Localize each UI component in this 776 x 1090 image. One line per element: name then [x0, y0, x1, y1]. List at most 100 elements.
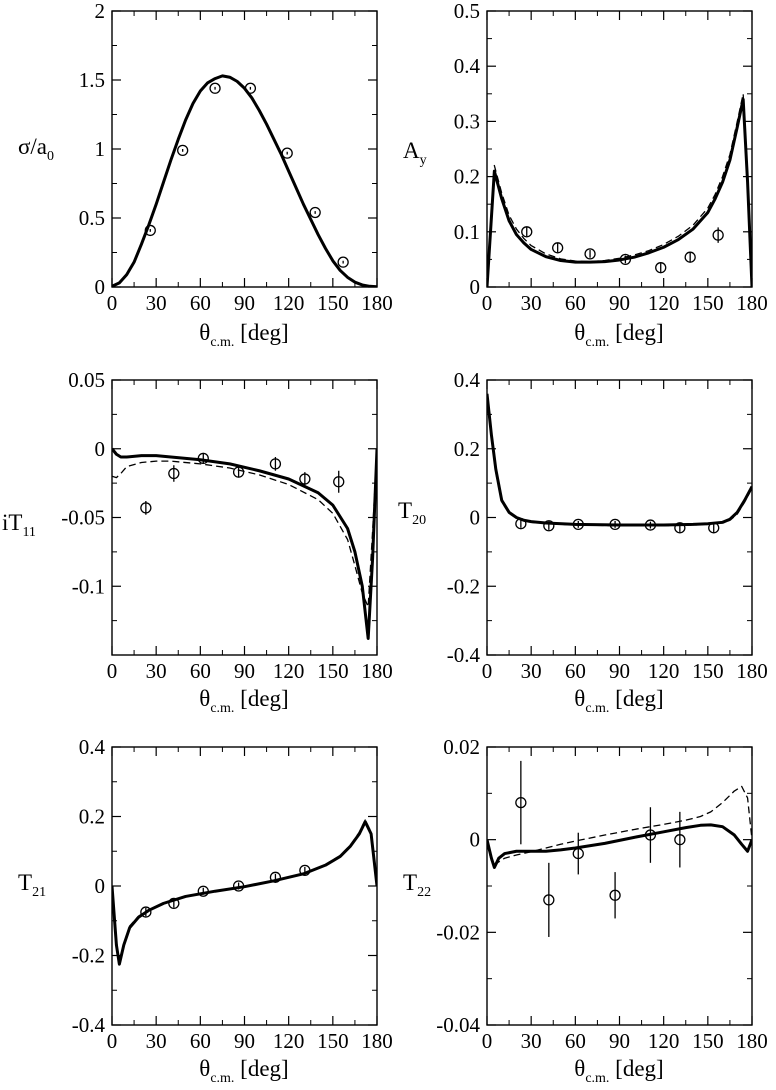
y-tick-label: 0 — [95, 275, 106, 299]
y-tick-label: 0.05 — [68, 368, 105, 392]
x-tick-label: 60 — [565, 659, 586, 683]
x-tick-label: 180 — [736, 291, 768, 315]
x-axis-label: θc.m. [deg] — [199, 686, 288, 716]
y-tick-label: 0.4 — [454, 54, 481, 78]
x-axis-label: θc.m. [deg] — [574, 686, 663, 716]
data-point — [177, 144, 189, 157]
x-tick-label: 60 — [565, 291, 586, 315]
data-point — [140, 502, 152, 514]
plot-area: 0 30 60 90 120 150 180 -0.4 -0.2 0 0.2 0.4 — [72, 735, 393, 1053]
y-axis-label: iT11 — [2, 510, 36, 540]
dashed-curve — [112, 819, 377, 962]
x-tick-label: 90 — [234, 1029, 255, 1053]
x-tick-label: 0 — [482, 1029, 493, 1053]
y-axis-label: Ay — [403, 138, 427, 168]
x-tick-label: 180 — [361, 1029, 393, 1053]
plot-frame — [111, 10, 378, 288]
data-point — [140, 906, 152, 918]
x-axis-label: θc.m. [deg] — [574, 1056, 663, 1086]
x-tick-label: 150 — [692, 659, 724, 683]
x-tick-label: 60 — [565, 1029, 586, 1053]
x-tick-label: 150 — [317, 291, 349, 315]
y-tick-label: 0 — [470, 828, 481, 852]
y-tick-label: -0.2 — [72, 944, 105, 968]
solid-curve — [487, 823, 752, 869]
y-tick-label: 0.4 — [79, 735, 106, 759]
data-point — [232, 466, 245, 478]
data-point — [584, 248, 596, 260]
data-point — [684, 251, 696, 263]
x-tick-label: 30 — [521, 1029, 542, 1053]
x-tick-label: 150 — [317, 1029, 349, 1053]
data-point — [309, 206, 321, 219]
solid-curve — [112, 447, 377, 640]
x-tick-label: 30 — [146, 659, 167, 683]
y-tick-label: 0.2 — [454, 165, 480, 189]
x-tick-label: 30 — [521, 659, 542, 683]
x-tick-label: 90 — [609, 291, 630, 315]
data-point — [521, 226, 533, 238]
x-tick-label: 150 — [692, 291, 724, 315]
data-point — [619, 253, 632, 266]
panel-t21: 0 30 60 90 120 150 180 -0.4 -0.2 0 0.2 0.4 T21 θc.m… — [18, 735, 393, 1086]
data-point — [712, 229, 724, 241]
data-point — [337, 256, 349, 268]
plot-area: 0 30 60 90 120 150 180 0 0.5 1 1.5 2 — [79, 0, 393, 315]
x-tick-label: 0 — [482, 291, 493, 315]
y-tick-label: 0 — [470, 506, 481, 530]
y-tick-label: -0.02 — [436, 920, 480, 944]
y-tick-label: 1 — [95, 137, 106, 161]
y-tick-label: 0 — [95, 437, 106, 461]
solid-curve — [112, 74, 377, 287]
y-tick-label: 0 — [95, 874, 106, 898]
x-tick-label: 90 — [609, 1029, 630, 1053]
plot-frame — [486, 746, 753, 1026]
x-axis-label: θc.m. [deg] — [199, 320, 288, 350]
data-point — [543, 894, 555, 906]
y-tick-label: 1.5 — [79, 68, 105, 92]
data-point — [515, 796, 527, 809]
data-point — [674, 834, 686, 846]
data-point — [609, 518, 621, 531]
panel-ay: 0 30 60 90 120 150 180 0 0.1 0.2 0.3 0.4 0.5 Ay θc.m… — [403, 0, 768, 350]
panel-t22: 0 30 60 90 120 150 180 -0.04 -0.02 0 0.02 T22 θc.m… — [403, 735, 768, 1086]
x-tick-label: 180 — [361, 659, 393, 683]
y-tick-label: -0.2 — [447, 574, 480, 598]
data-point — [168, 467, 180, 480]
data-point — [644, 829, 657, 841]
x-tick-label: 120 — [273, 1029, 305, 1053]
plot-area: 0 30 60 90 120 150 180 0 0.1 0.2 0.3 0.4 0.5 — [454, 0, 768, 315]
y-axis-label: T21 — [18, 870, 46, 900]
x-tick-label: 0 — [482, 659, 493, 683]
y-tick-label: 0.1 — [454, 220, 480, 244]
x-tick-label: 120 — [648, 659, 680, 683]
y-axis-label: T22 — [403, 870, 431, 900]
x-tick-label: 30 — [146, 291, 167, 315]
y-axis-label: T20 — [398, 498, 426, 528]
y-tick-label: 0.02 — [443, 735, 480, 759]
plot-area: 0 30 60 90 120 150 180 -0.1 -0.05 0 0.05 — [61, 368, 393, 683]
x-tick-label: 90 — [609, 659, 630, 683]
data-point — [144, 224, 156, 237]
data-point — [572, 518, 584, 531]
y-tick-label: 0.2 — [79, 805, 105, 829]
data-point — [708, 522, 720, 534]
y-tick-label: 0.2 — [454, 437, 480, 461]
x-axis-label: θc.m. [deg] — [199, 1056, 288, 1086]
data-point — [515, 518, 527, 530]
x-tick-label: 120 — [273, 291, 305, 315]
y-tick-label: 0.5 — [454, 0, 480, 23]
plot-frame — [111, 379, 378, 656]
x-tick-label: 0 — [107, 291, 118, 315]
data-point — [299, 864, 311, 877]
data-point — [281, 147, 293, 159]
data-point — [232, 880, 245, 892]
panel-it11: 0 30 60 90 120 150 180 -0.1 -0.05 0 0.05 iT11 θc.m… — [2, 368, 393, 716]
y-tick-label: 0 — [470, 275, 481, 299]
data-point — [299, 473, 311, 485]
solid-curve — [112, 820, 377, 966]
panel-t20: 0 30 60 90 120 150 180 -0.4 -0.2 0 0.2 0.4 T20 θc.m… — [398, 368, 768, 716]
data-point — [269, 458, 282, 470]
x-tick-label: 60 — [190, 1029, 211, 1053]
data-point — [572, 847, 584, 860]
